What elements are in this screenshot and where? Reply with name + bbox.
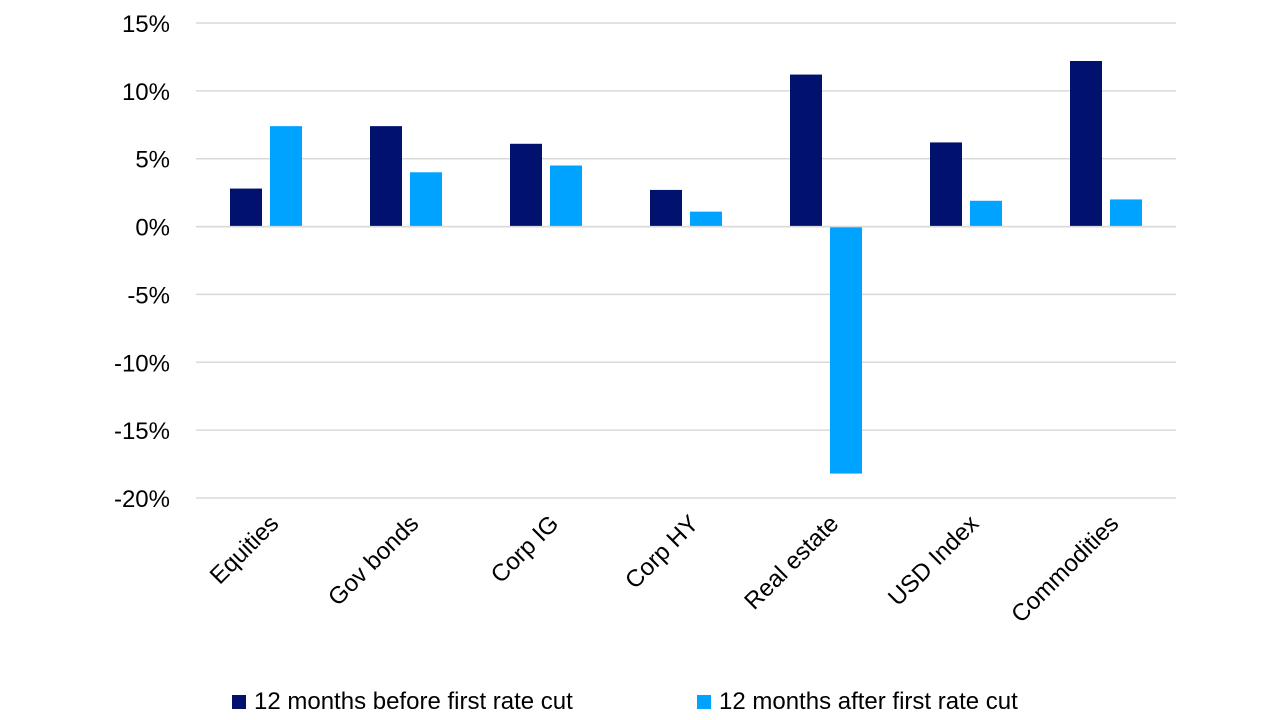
x-category-label: Corp HY [620, 510, 704, 594]
bar-after-commodities [1110, 199, 1142, 227]
legend-item-after: 12 months after first rate cut [697, 684, 1018, 720]
bar-after-corp-ig [550, 165, 582, 227]
x-category-label: Commodities [1006, 510, 1124, 628]
bar-before-corp-ig [510, 143, 542, 227]
x-category-label: Real estate [739, 510, 844, 615]
y-tick-label: 10% [122, 79, 170, 106]
y-tick-label: -5% [127, 282, 170, 309]
y-tick-label: 0% [135, 215, 170, 242]
y-tick-label: 15% [122, 11, 170, 38]
bar-before-corp-hy [650, 189, 682, 227]
y-axis-ticks: 15% 10% 5% 0% -5% -10% -15% -20% [114, 11, 170, 513]
x-category-label: Corp IG [486, 510, 565, 589]
bars [196, 61, 1176, 474]
bar-before-usd-index [930, 142, 962, 227]
bar-before-equities [230, 188, 262, 227]
legend-item-before: 12 months before first rate cut [232, 684, 573, 720]
legend-label-after: 12 months after first rate cut [719, 688, 1018, 715]
y-tick-label: -20% [114, 486, 170, 513]
x-category-label: USD Index [883, 510, 984, 611]
bar-before-real-estate [790, 74, 822, 227]
bar-after-equities [270, 126, 302, 227]
bar-after-usd-index [970, 200, 1002, 227]
bar-before-gov-bonds [370, 126, 402, 227]
x-category-label: Gov bonds [323, 510, 424, 611]
bar-chart: 15% 10% 5% 0% -5% -10% -15% -20% Equities Gov bo… [114, 11, 1176, 628]
legend-label-before: 12 months before first rate cut [254, 688, 573, 715]
bar-after-real-estate [830, 226, 862, 474]
bar-after-gov-bonds [410, 172, 442, 227]
legend: 12 months before first rate cut 12 month… [0, 684, 1280, 720]
y-tick-label: 5% [135, 147, 170, 174]
y-tick-label: -10% [114, 350, 170, 377]
legend-swatch-before [232, 695, 246, 709]
x-axis-categories: Equities Gov bonds Corp IG Corp HY Real esta… [205, 510, 1124, 628]
y-tick-label: -15% [114, 418, 170, 445]
bar-after-corp-hy [690, 211, 722, 227]
x-category-label: Equities [205, 510, 284, 589]
bar-before-commodities [1070, 61, 1102, 227]
legend-swatch-after [697, 695, 711, 709]
gridlines [196, 22, 1176, 499]
